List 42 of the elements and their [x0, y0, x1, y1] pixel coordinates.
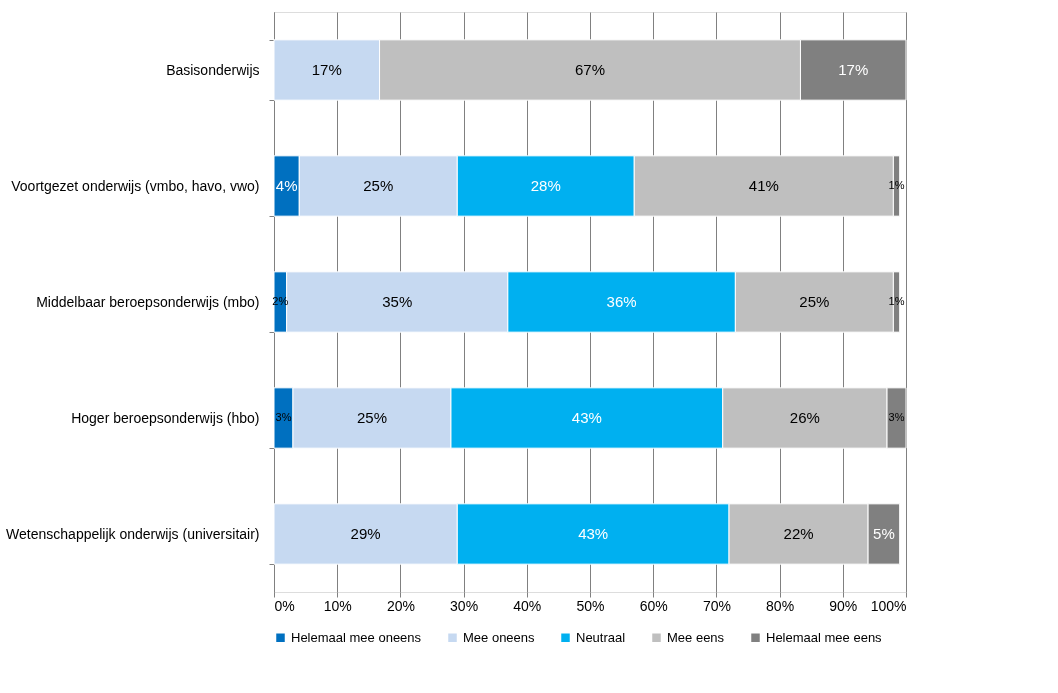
data-label: 4%	[275, 177, 298, 194]
data-label: 67%	[574, 61, 606, 78]
data-label: 5%	[873, 525, 895, 542]
data-label: 25%	[799, 293, 830, 310]
x-tick-label: 20%	[386, 597, 415, 614]
data-label: 35%	[382, 293, 413, 310]
data-label: 3%	[275, 411, 292, 423]
data-label: 22%	[783, 525, 814, 542]
data-label: 29%	[350, 525, 381, 542]
data-label: 28%	[530, 177, 561, 194]
data-label: 17%	[311, 61, 342, 78]
legend-label: Mee oneens	[463, 629, 536, 645]
y-tick-label: Voortgezet onderwijs (vmbo, havo, vwo)	[11, 177, 260, 194]
y-tick-label: Middelbaar beroepsonderwijs (mbo)	[36, 293, 260, 310]
x-tick-label: 50%	[576, 597, 605, 614]
x-tick-label: 80%	[766, 597, 795, 614]
legend-label: Neutraal	[576, 629, 626, 645]
x-tick-label: 40%	[513, 597, 542, 614]
y-tick-label: Hoger beroepsonderwijs (hbo)	[71, 409, 260, 426]
y-tick-label: Basisonderwijs	[166, 61, 260, 78]
x-tick-label: 10%	[323, 597, 352, 614]
data-label: 1%	[888, 179, 905, 191]
legend-label: Helemaal mee eens	[766, 629, 883, 645]
data-label: 25%	[356, 409, 387, 426]
x-tick-label: 90%	[829, 597, 858, 614]
legend-label: Helemaal mee oneens	[291, 629, 422, 645]
x-tick-label: 60%	[639, 597, 668, 614]
data-label: 3%	[888, 411, 905, 423]
data-label: 43%	[578, 525, 609, 542]
data-label: 43%	[571, 409, 602, 426]
legend-label: Mee eens	[667, 629, 725, 645]
data-label: 25%	[363, 177, 394, 194]
data-label: 1%	[888, 295, 905, 307]
x-tick-label: 0%	[274, 597, 295, 614]
data-label: 17%	[838, 61, 869, 78]
x-tick-label: 70%	[702, 597, 731, 614]
data-label: 26%	[789, 409, 820, 426]
x-tick-label: 30%	[450, 597, 479, 614]
data-label: 41%	[748, 177, 779, 194]
y-tick-label: Wetenschappelijk onderwijs (universitair)	[6, 525, 260, 542]
x-tick-label: 100%	[870, 597, 907, 614]
data-label: 36%	[606, 293, 637, 310]
